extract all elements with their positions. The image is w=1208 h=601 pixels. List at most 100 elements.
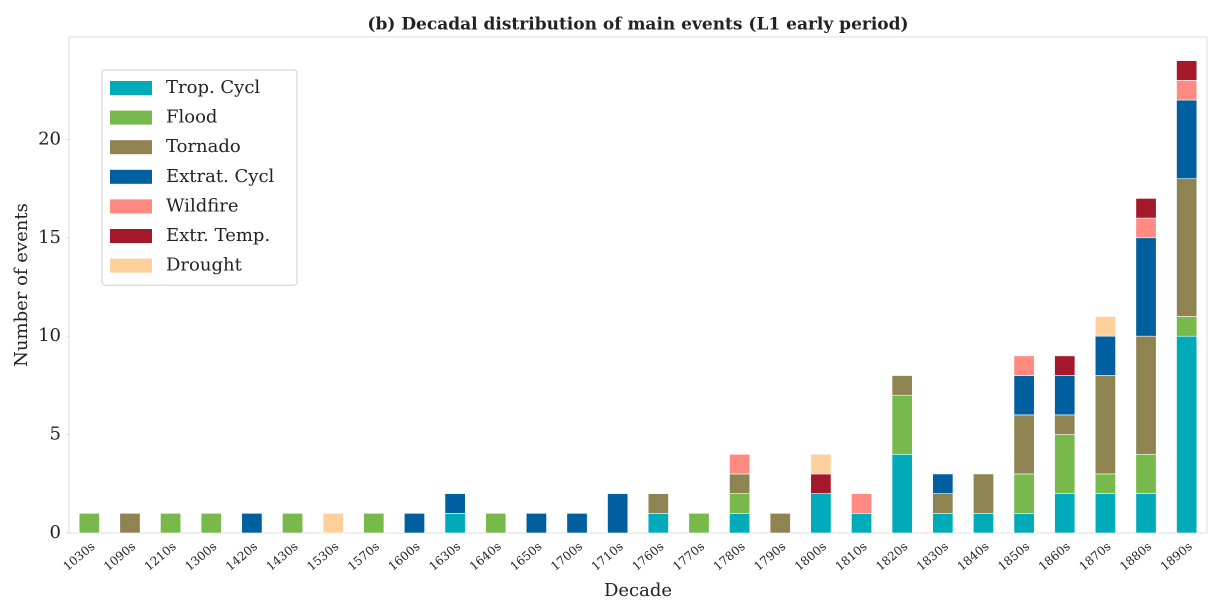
x-tick-label: 1800s xyxy=(792,539,829,573)
x-tick-label: 1030s xyxy=(60,539,97,573)
bar-segment xyxy=(1176,316,1198,337)
legend-swatch xyxy=(110,81,152,95)
legend-swatch xyxy=(110,110,152,125)
bar-segment xyxy=(1054,493,1076,534)
legend-swatch xyxy=(110,199,152,214)
bar-segment xyxy=(1094,493,1116,534)
bar-segment xyxy=(566,513,588,534)
x-tick-label: 1090s xyxy=(101,539,138,573)
x-tick-label: 1870s xyxy=(1076,539,1113,573)
bar-segment xyxy=(1013,355,1035,376)
x-tick-label: 1860s xyxy=(1036,539,1073,573)
x-tick-label: 1830s xyxy=(914,539,951,573)
legend-label: Drought xyxy=(166,255,243,276)
y-tick-label: 0 xyxy=(50,522,61,543)
bar-segment xyxy=(1054,375,1076,416)
bar-segment xyxy=(160,513,182,534)
bar-segment xyxy=(810,493,832,534)
bar-segment xyxy=(810,473,832,494)
chart-title: (b) Decadal distribution of main events … xyxy=(367,15,908,35)
x-tick-label: 1770s xyxy=(670,539,707,573)
x-tick-label: 1760s xyxy=(629,539,666,573)
x-tick-label: 1530s xyxy=(304,539,341,573)
bar-segment xyxy=(444,493,466,514)
bar-segment xyxy=(1013,513,1035,534)
x-tick-label: 1640s xyxy=(467,539,504,573)
bar-segment xyxy=(729,473,751,494)
legend-label: Extrat. Cycl xyxy=(166,166,275,187)
legend-label: Trop. Cycl xyxy=(166,77,260,98)
y-tick-label: 5 xyxy=(50,424,61,445)
bar-segment xyxy=(1054,434,1076,494)
x-tick-label: 1890s xyxy=(1158,539,1195,573)
bar-segment xyxy=(607,493,629,534)
bar-segment xyxy=(1135,453,1157,494)
legend: Trop. Cycl Flood Tornado Extrat. Cycl Wildfi… xyxy=(101,69,298,286)
x-tick-label: 1790s xyxy=(751,539,788,573)
x-axis-label: Decade xyxy=(604,580,672,601)
x-tick-label: 1700s xyxy=(548,539,585,573)
x-tick-label: 1430s xyxy=(264,539,301,573)
x-tick-label: 1570s xyxy=(345,539,382,573)
bar-segment xyxy=(1135,237,1157,337)
y-tick-label: 10 xyxy=(38,325,61,346)
x-tick-label: 1820s xyxy=(873,539,910,573)
x-tick-label: 1780s xyxy=(711,539,748,573)
bar-segment xyxy=(1013,473,1035,514)
y-tick-label: 20 xyxy=(38,128,61,149)
bar-segment xyxy=(1176,80,1198,101)
legend-label: Wildfire xyxy=(166,195,238,216)
bar-segment xyxy=(973,473,994,514)
bar-segment xyxy=(769,513,791,534)
bar-segment xyxy=(729,513,751,534)
bar-segment xyxy=(525,513,547,534)
bar-segment xyxy=(647,513,669,534)
bar-segment xyxy=(851,513,872,534)
bar-segment xyxy=(932,473,954,494)
bar-segment xyxy=(1094,473,1116,494)
bar-segment xyxy=(322,513,344,534)
x-tick-label: 1420s xyxy=(223,539,260,573)
bar-segment xyxy=(891,453,913,534)
bar-segment xyxy=(1054,355,1076,376)
bar-segment xyxy=(729,493,751,514)
bar-segment xyxy=(932,493,954,514)
legend-swatch xyxy=(110,169,152,184)
bar-segment xyxy=(485,513,507,534)
bar-segment xyxy=(1094,316,1116,337)
bar-segment xyxy=(1054,414,1076,435)
x-tick-label: 1850s xyxy=(995,539,1032,573)
bar-segment xyxy=(241,513,263,534)
x-tick-label: 1630s xyxy=(426,539,463,573)
bar-segment xyxy=(1176,178,1198,317)
x-tick-label: 1880s xyxy=(1117,539,1154,573)
x-tick-label: 1300s xyxy=(182,539,219,573)
bar-segment xyxy=(1176,60,1198,81)
legend-label: Flood xyxy=(166,107,217,128)
bar-segment xyxy=(1094,335,1116,376)
bar-segment xyxy=(891,375,913,396)
x-tick-label: 1210s xyxy=(142,539,179,573)
bar-segment xyxy=(1135,335,1157,455)
bar-segment xyxy=(404,513,425,534)
x-tick-label: 1650s xyxy=(507,539,544,573)
legend-swatch xyxy=(110,229,152,243)
bar-segment xyxy=(282,513,303,534)
x-tick-label: 1710s xyxy=(589,539,626,573)
bar-segment xyxy=(1013,414,1035,475)
x-tick-label: 1600s xyxy=(386,539,423,573)
bar-segment xyxy=(851,493,872,514)
bar-segment xyxy=(1094,375,1116,475)
y-axis-label: Number of events xyxy=(11,203,32,367)
bar-segment xyxy=(932,513,954,534)
x-tick-label: 1840s xyxy=(955,539,992,573)
bar-segment xyxy=(78,513,100,534)
bar-segment xyxy=(119,513,141,534)
x-tick-label: 1810s xyxy=(833,539,870,573)
bar-segment xyxy=(647,493,669,514)
bar-segment xyxy=(688,513,710,534)
bar-segment xyxy=(1176,335,1198,534)
bar-segment xyxy=(200,513,222,534)
bar-segment xyxy=(729,453,751,475)
